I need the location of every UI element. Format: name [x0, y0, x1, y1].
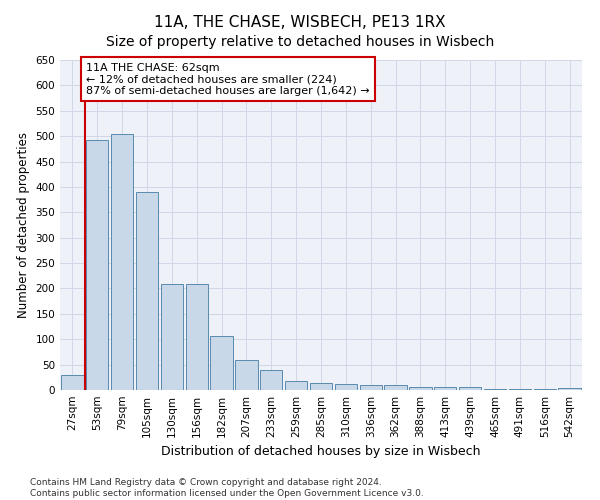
Bar — [285, 381, 307, 390]
Bar — [459, 388, 481, 390]
Bar — [136, 192, 158, 390]
Text: Size of property relative to detached houses in Wisbech: Size of property relative to detached ho… — [106, 35, 494, 49]
Bar — [559, 388, 581, 390]
X-axis label: Distribution of detached houses by size in Wisbech: Distribution of detached houses by size … — [161, 446, 481, 458]
Bar — [359, 385, 382, 390]
Bar — [235, 360, 257, 390]
Bar — [260, 370, 283, 390]
Bar — [310, 383, 332, 390]
Bar — [409, 388, 431, 390]
Y-axis label: Number of detached properties: Number of detached properties — [17, 132, 30, 318]
Bar — [161, 284, 183, 390]
Bar — [61, 375, 83, 390]
Bar — [335, 384, 357, 390]
Text: Contains HM Land Registry data © Crown copyright and database right 2024.
Contai: Contains HM Land Registry data © Crown c… — [30, 478, 424, 498]
Text: 11A, THE CHASE, WISBECH, PE13 1RX: 11A, THE CHASE, WISBECH, PE13 1RX — [154, 15, 446, 30]
Bar — [111, 134, 133, 390]
Text: 11A THE CHASE: 62sqm
← 12% of detached houses are smaller (224)
87% of semi-deta: 11A THE CHASE: 62sqm ← 12% of detached h… — [86, 62, 370, 96]
Bar — [434, 388, 457, 390]
Bar — [185, 284, 208, 390]
Bar — [211, 336, 233, 390]
Bar — [86, 140, 109, 390]
Bar — [385, 385, 407, 390]
